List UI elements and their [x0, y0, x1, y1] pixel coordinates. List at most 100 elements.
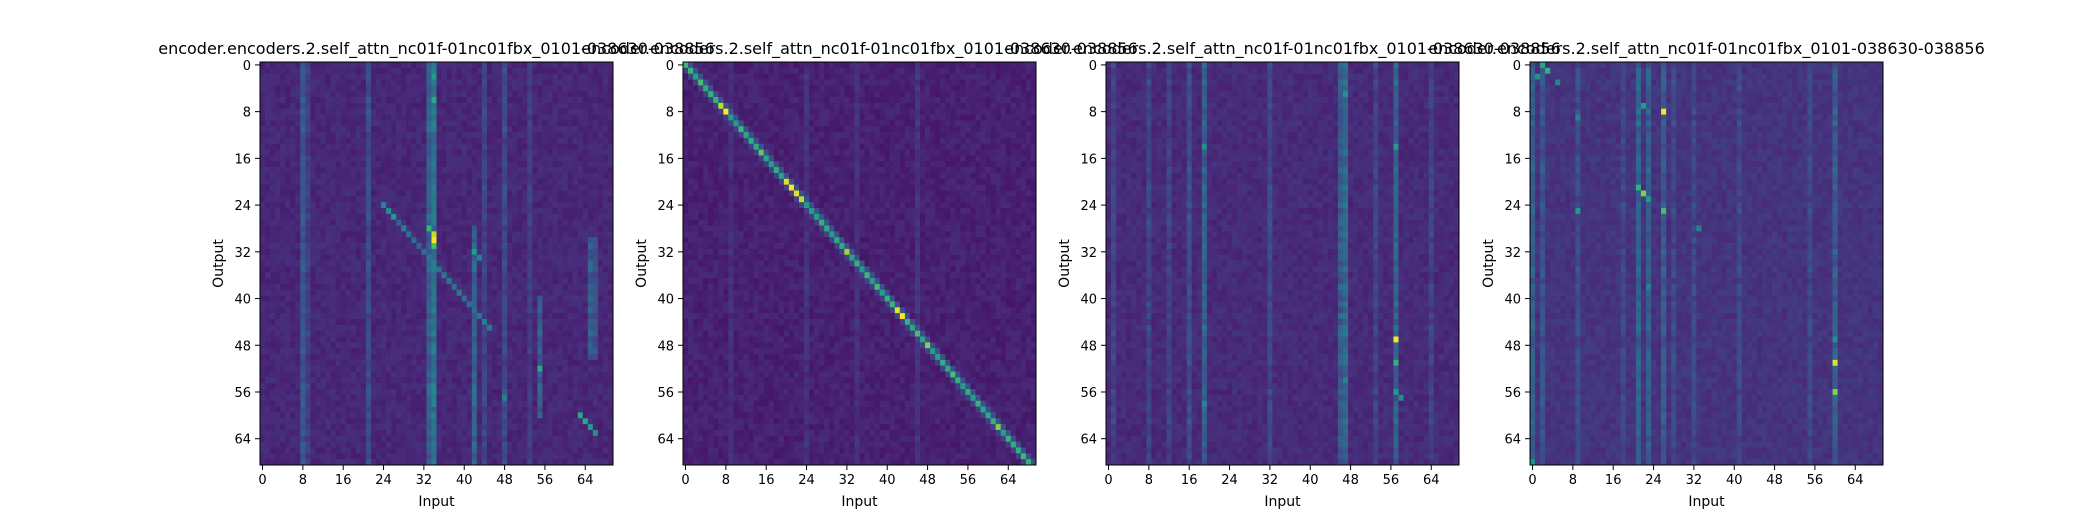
heatmap-cell [336, 214, 341, 220]
heatmap-cell [452, 115, 457, 121]
heatmap-cell [487, 132, 492, 138]
heatmap-cell [406, 190, 411, 196]
heatmap-cell [361, 185, 366, 191]
heatmap-cell [300, 348, 305, 354]
heatmap-cell [396, 196, 401, 202]
heatmap-cell [341, 138, 346, 144]
heatmap-cell [447, 167, 452, 173]
heatmap-cell [588, 226, 593, 232]
heatmap-cell [290, 366, 295, 372]
heatmap-cell [542, 208, 547, 214]
heatmap-cell [512, 377, 517, 383]
heatmap-cell [310, 220, 315, 226]
heatmap-cell [300, 342, 305, 348]
heatmap-cell [552, 138, 557, 144]
heatmap-cell [295, 319, 300, 325]
heatmap-cell [568, 307, 573, 313]
heatmap-cell [351, 354, 356, 360]
heatmap-cell [366, 185, 371, 191]
heatmap-cell [512, 190, 517, 196]
heatmap-cell [583, 126, 588, 132]
heatmap-cell [542, 395, 547, 401]
heatmap-cell [542, 284, 547, 290]
heatmap-cell [527, 307, 532, 313]
heatmap-cell [759, 68, 764, 74]
heatmap-cell [542, 319, 547, 325]
heatmap-cell [552, 115, 557, 121]
heatmap-cell [578, 120, 583, 126]
heatmap-cell [321, 190, 326, 196]
heatmap-cell [593, 325, 598, 331]
heatmap-cell [290, 284, 295, 290]
heatmap-cell [598, 319, 603, 325]
heatmap-cell [497, 138, 502, 144]
heatmap-cell [336, 395, 341, 401]
heatmap-cell [522, 85, 527, 91]
heatmap-cell [336, 97, 341, 103]
heatmap-cell [457, 220, 462, 226]
heatmap-cell [401, 62, 406, 68]
heatmap-cell [401, 348, 406, 354]
heatmap-cell [502, 80, 507, 86]
heatmap-cell [270, 401, 275, 407]
heatmap-cell [593, 342, 598, 348]
heatmap-cell [310, 360, 315, 366]
heatmap-cell [502, 249, 507, 255]
heatmap-cell [331, 190, 336, 196]
heatmap-cell [361, 278, 366, 284]
heatmap-cell [401, 296, 406, 302]
heatmap-cell [452, 424, 457, 430]
heatmap-cell [598, 85, 603, 91]
heatmap-cell [421, 319, 426, 325]
heatmap-cell [315, 126, 320, 132]
heatmap-cell [315, 395, 320, 401]
heatmap-cell [280, 196, 285, 202]
heatmap-cell [563, 389, 568, 395]
heatmap-cell [442, 424, 447, 430]
heatmap-cell [290, 313, 295, 319]
heatmap-cell [331, 296, 336, 302]
heatmap-cell [416, 97, 421, 103]
heatmap-cell [472, 401, 477, 407]
heatmap-cell [366, 173, 371, 179]
heatmap-cell [310, 313, 315, 319]
heatmap-cell [331, 272, 336, 278]
heatmap-cell [310, 354, 315, 360]
heatmap-cell [421, 220, 426, 226]
heatmap-cell [290, 436, 295, 442]
heatmap-cell [295, 266, 300, 272]
heatmap-cell [447, 377, 452, 383]
heatmap-cell [361, 272, 366, 278]
heatmap-cell [563, 325, 568, 331]
heatmap-cell [552, 190, 557, 196]
heatmap-cell [366, 372, 371, 378]
heatmap-cell [467, 261, 472, 267]
heatmap-cell [356, 91, 361, 97]
heatmap-cell [366, 243, 371, 249]
heatmap-cell [351, 447, 356, 453]
heatmap-cell [542, 68, 547, 74]
heatmap-cell [366, 447, 371, 453]
heatmap-cell [603, 366, 608, 372]
heatmap-cell [270, 208, 275, 214]
heatmap-cell [522, 62, 527, 68]
heatmap-cell [492, 325, 497, 331]
heatmap-cell [563, 442, 568, 448]
heatmap-cell [779, 62, 784, 68]
heatmap-cell [341, 430, 346, 436]
heatmap-cell [290, 74, 295, 80]
heatmap-cell [492, 319, 497, 325]
heatmap-cell [457, 325, 462, 331]
heatmap-cell [593, 208, 598, 214]
heatmap-cell [502, 97, 507, 103]
heatmap-cell [552, 103, 557, 109]
heatmap-cell [285, 208, 290, 214]
heatmap-cell [351, 249, 356, 255]
heatmap-cell [406, 62, 411, 68]
heatmap-cell [552, 161, 557, 167]
heatmap-cell [452, 80, 457, 86]
heatmap-cell [462, 447, 467, 453]
heatmap-cell [578, 290, 583, 296]
heatmap-cell [401, 97, 406, 103]
heatmap-cell [472, 290, 477, 296]
